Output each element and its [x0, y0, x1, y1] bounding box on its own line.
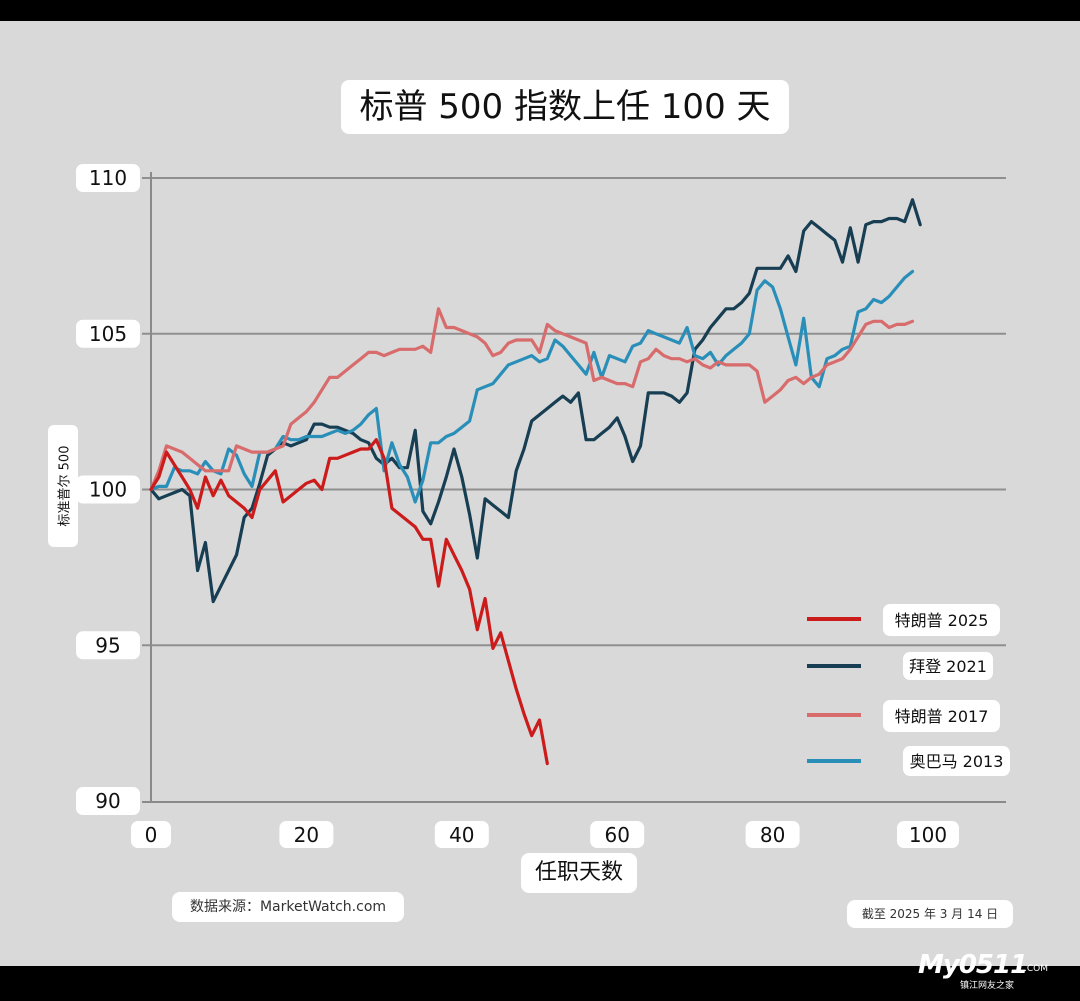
x-tick-label-0: 0: [145, 823, 158, 847]
as-of-note: 截至 2025 年 3 月 14 日: [847, 900, 1013, 928]
source-note: 数据来源：MarketWatch.com: [172, 892, 404, 922]
x-tick-box-80: [745, 821, 800, 848]
x-axis-label: 任职天数: [521, 853, 637, 893]
y-tick-box-105: [76, 319, 140, 348]
x-tick-box-40: [434, 821, 489, 848]
legend-box-0: [883, 604, 1000, 636]
legend-label-2: 特朗普 2017: [895, 707, 989, 726]
x-tick-label-60: 60: [604, 823, 629, 847]
chart-title: 标普 500 指数上任 100 天: [341, 80, 789, 134]
y-tick-box-95: [76, 631, 140, 660]
y-tick-label-90: 90: [95, 789, 120, 813]
x-tick-label-100: 100: [909, 823, 947, 847]
watermark-com: .COM: [1024, 964, 1048, 974]
y-tick-labels: 90 95 100 105 110: [76, 164, 140, 815]
x-tick-label-80: 80: [760, 823, 785, 847]
legend-label-0: 特朗普 2025: [895, 611, 989, 630]
x-tick-box-60: [590, 821, 645, 848]
x-tick-box-100: [897, 821, 959, 848]
y-tick-box-100: [76, 475, 140, 504]
x-tick-label-20: 20: [294, 823, 319, 847]
gridlines: [142, 177, 1006, 647]
series-line-1: [149, 198, 922, 604]
bottom-letterbox: [0, 966, 1080, 1001]
y-axis-label-box: 标准普尔 500: [48, 425, 78, 547]
axes: [142, 172, 1006, 803]
legend-box-1: [903, 652, 993, 680]
y-tick-label-105: 105: [89, 322, 127, 346]
y-tick-label-110: 110: [89, 166, 127, 190]
site-watermark: My0511 .COM 镇江网友之家: [918, 950, 1058, 991]
x-tick-label-40: 40: [449, 823, 474, 847]
series-lines: [149, 198, 922, 766]
legend-box-2: [883, 700, 1000, 732]
legend-label-1: 拜登 2021: [909, 657, 987, 676]
top-letterbox: [0, 0, 1080, 21]
x-tick-labels: 0 20 40 60 80 100: [131, 821, 959, 848]
y-tick-box-90: [76, 787, 140, 815]
y-tick-label-95: 95: [95, 633, 120, 657]
series-line-2: [149, 307, 915, 492]
watermark-logo-text: My0511: [918, 950, 1028, 980]
y-tick-label-100: 100: [89, 478, 127, 502]
series-line-0: [149, 438, 549, 766]
watermark-subtitle: 镇江网友之家: [960, 981, 1015, 991]
x-tick-box-20: [279, 821, 334, 848]
y-tick-box-110: [76, 164, 140, 192]
legend: 特朗普 2025 拜登 2021 特朗普 2017 奥巴马 2013: [807, 604, 1010, 776]
legend-box-3: [903, 746, 1010, 776]
series-line-3: [149, 269, 915, 504]
x-tick-box-0: [131, 821, 171, 848]
legend-label-3: 奥巴马 2013: [910, 752, 1004, 771]
y-axis-label: 标准普尔 500: [57, 445, 73, 527]
